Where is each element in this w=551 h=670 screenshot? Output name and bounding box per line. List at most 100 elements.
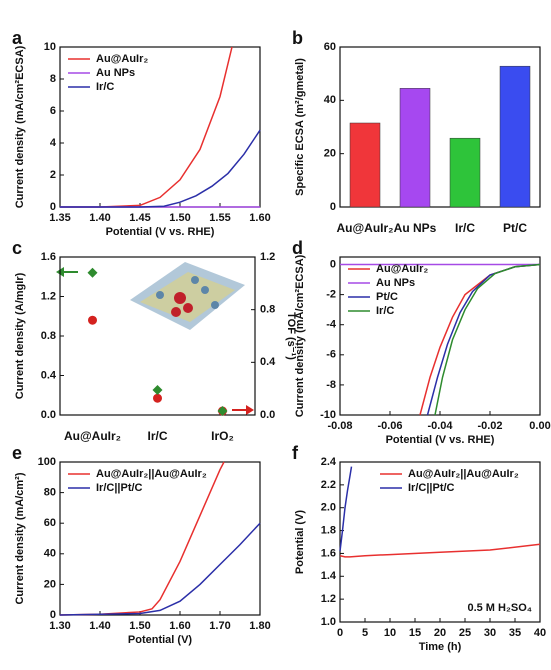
y-axis-title: Current density (mA/cm²) [14, 472, 26, 604]
y-tick-label: -2 [326, 289, 336, 301]
x-tick-label: 1.40 [89, 620, 110, 632]
x-tick-label: 1.50 [169, 212, 190, 224]
legend-label: Au@AuIr₂ [96, 53, 148, 65]
y-tick-label: 0 [50, 609, 56, 621]
legend-label: Ir/C [96, 81, 114, 93]
x-axis-title: Potential (V vs. RHE) [386, 434, 495, 446]
x-tick-label: 30 [484, 627, 496, 639]
point [152, 384, 163, 395]
y-tick-label: 60 [44, 517, 56, 529]
legend-label: Ir/C [376, 305, 394, 317]
point [217, 406, 228, 417]
bar [499, 65, 531, 208]
y-tick-label: 0 [50, 201, 56, 213]
x-tick-label: Au@AuIr₂ [336, 221, 393, 235]
x-tick-label: 1.50 [129, 620, 150, 632]
series-line [426, 263, 541, 416]
y-tick-label: 0.4 [41, 369, 57, 381]
y-tick-label: 80 [44, 487, 56, 499]
y-tick-label: -6 [326, 349, 336, 361]
legend-label: Ir/C||Pt/C [408, 482, 455, 494]
x-tick-label: Ir/C [455, 221, 475, 235]
y-tick-label: 1.6 [41, 251, 56, 263]
x-tick-label: 40 [534, 627, 546, 639]
y2-axis-title: TOF (s⁻¹) [285, 312, 297, 360]
y2-tick-label: 0.0 [260, 409, 275, 421]
y-tick-label: -8 [326, 379, 336, 391]
y-tick-label: 1.6 [321, 547, 336, 559]
x-tick-label: 25 [459, 627, 471, 639]
y-tick-label: 4 [50, 137, 57, 149]
series-line [60, 129, 261, 208]
y-tick-label: 60 [324, 41, 336, 53]
y-tick-label: 1.2 [321, 593, 336, 605]
bar [349, 122, 381, 208]
x-axis-title: Time (h) [419, 641, 462, 653]
plot-frame [59, 461, 261, 616]
y-tick-label: 10 [44, 41, 56, 53]
y-axis-title: Current density (A/mgIr) [14, 272, 26, 399]
x-tick-label: IrO₂ [211, 429, 234, 443]
point [87, 267, 98, 278]
panel-label: f [292, 443, 299, 463]
x-tick-label: 5 [362, 627, 368, 639]
y-tick-label: 0.8 [41, 330, 56, 342]
point [88, 315, 97, 325]
plot-frame [339, 46, 541, 208]
x-tick-label: 1.55 [209, 212, 230, 224]
y-tick-label: 1.8 [321, 524, 336, 536]
x-tick-label: 0 [337, 627, 343, 639]
panel-label: e [12, 443, 22, 463]
y-axis-title: Potential (V) [294, 510, 306, 575]
legend-label: Au@AuIr₂ [376, 263, 428, 275]
y-tick-label: 2.2 [321, 479, 336, 491]
x-tick-label: Au@AuIr₂ [64, 429, 121, 443]
y-tick-label: 1.2 [41, 290, 56, 302]
x-tick-label: -0.02 [477, 420, 502, 432]
x-tick-label: 35 [509, 627, 521, 639]
x-tick-label: 1.40 [89, 212, 110, 224]
y-tick-label: 6 [50, 105, 56, 117]
y-tick-label: 0 [330, 201, 336, 213]
series-line [59, 522, 261, 616]
x-tick-label: 1.45 [129, 212, 150, 224]
x-tick-label: 1.35 [49, 212, 70, 224]
y-tick-label: 20 [324, 148, 336, 160]
y-tick-label: 1.4 [321, 570, 337, 582]
legend-label: Ir/C||Pt/C [96, 482, 143, 494]
y2-tick-label: 0.4 [260, 356, 276, 368]
panel-label: b [292, 28, 303, 48]
panel-label: d [292, 238, 303, 258]
y-tick-label: 0 [330, 258, 336, 270]
x-tick-label: 0.00 [529, 420, 550, 432]
y-tick-label: 0.0 [41, 409, 56, 421]
x-axis-title: Potential (V) [128, 634, 193, 646]
y-axis-title: Current density (mA/cm²ECSA) [14, 45, 26, 208]
bar [399, 88, 431, 208]
y-tick-label: 2.4 [321, 456, 337, 468]
x-tick-label: 20 [434, 627, 446, 639]
crystal-inset [130, 262, 245, 330]
legend-label: Au@AuIr₂||Au@AuIr₂ [408, 468, 519, 480]
panel-label: a [12, 28, 23, 48]
y-tick-label: 2.0 [321, 502, 336, 514]
y-tick-label: 40 [324, 94, 336, 106]
y-tick-label: 8 [50, 73, 56, 85]
x-tick-label: -0.04 [427, 420, 453, 432]
plot-frame [59, 46, 261, 208]
x-tick-label: 10 [384, 627, 396, 639]
x-tick-label: -0.06 [377, 420, 402, 432]
x-tick-label: Ir/C [147, 429, 167, 443]
x-tick-label: Pt/C [503, 221, 527, 235]
y-axis-title: Specific ECSA (m²/gmetal) [294, 58, 306, 196]
y-tick-label: -4 [326, 319, 337, 331]
annotation: 0.5 M H₂SO₄ [467, 602, 532, 614]
legend-label: Pt/C [376, 291, 398, 303]
legend-label: Au NPs [376, 277, 415, 289]
x-tick-label: 1.70 [209, 620, 230, 632]
x-tick-label: 1.30 [49, 620, 70, 632]
legend-label: Au@AuIr₂||Au@AuIr₂ [96, 468, 207, 480]
x-axis-title: Potential (V vs. RHE) [106, 226, 215, 238]
y-tick-label: 20 [44, 578, 56, 590]
